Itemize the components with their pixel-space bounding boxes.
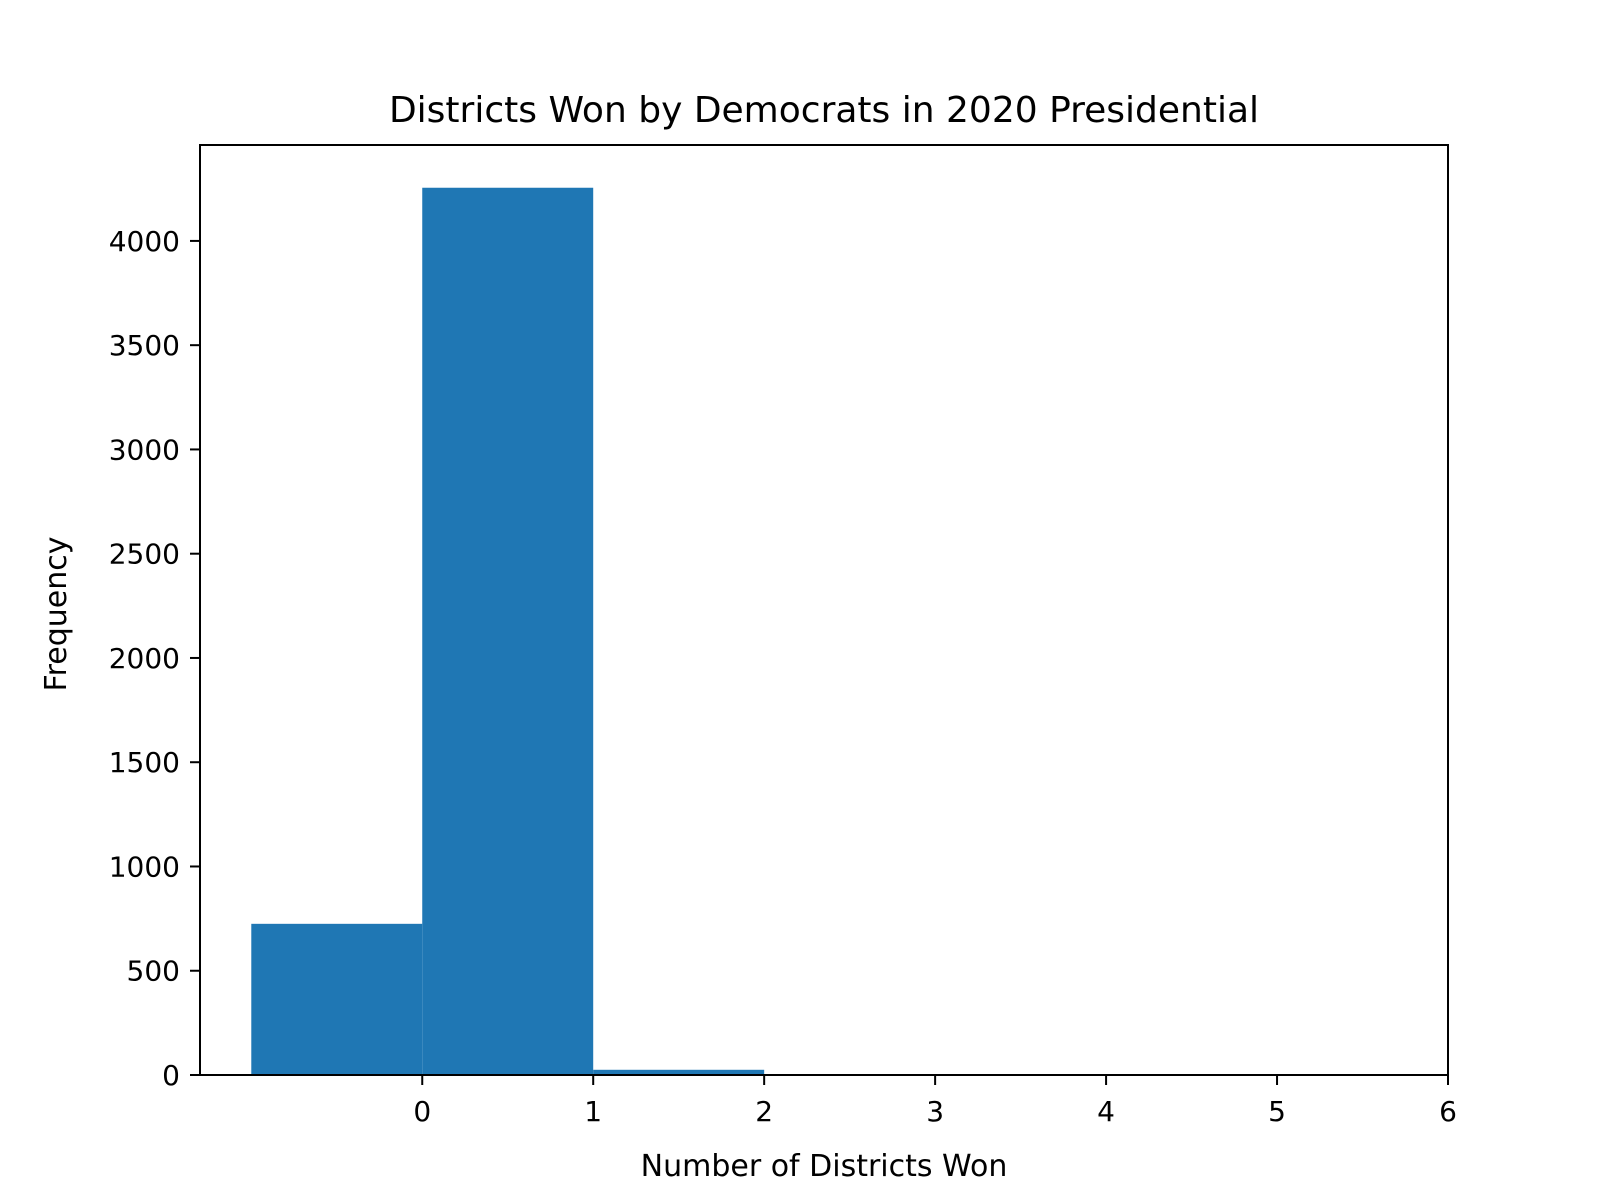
x-tick-label: 5 (1268, 1095, 1286, 1128)
y-tick-label: 0 (162, 1059, 180, 1092)
y-tick-label: 500 (127, 955, 180, 988)
x-tick-label: 3 (926, 1095, 944, 1128)
x-axis-label: Number of Districts Won (641, 1149, 1008, 1184)
x-tick-label: 1 (584, 1095, 602, 1128)
y-tick-label: 2000 (109, 642, 180, 675)
y-tick-label: 4000 (109, 225, 180, 258)
y-tick-label: 3500 (109, 329, 180, 362)
y-axis-label: Frequency (39, 537, 74, 692)
x-tick-label: 4 (1097, 1095, 1115, 1128)
chart-title: Districts Won by Democrats in 2020 Presi… (389, 90, 1259, 131)
x-tick-label: 0 (413, 1095, 431, 1128)
y-tick-label: 3000 (109, 433, 180, 466)
histogram-bar-1 (422, 187, 594, 1075)
x-tick-label: 6 (1439, 1095, 1457, 1128)
plot-area (200, 145, 1448, 1075)
bars-layer (251, 187, 765, 1075)
plot-frame (199, 144, 1449, 1076)
y-tick-label: 1500 (109, 746, 180, 779)
ticks-layer: 0 1 2 3 4 5 6 0 500 1000 1500 2000 2500 3000 3500 4000 (109, 225, 1457, 1128)
y-tick-label: 1000 (109, 850, 180, 883)
histogram-bar-2 (593, 1069, 765, 1075)
histogram-bar-0 (251, 923, 423, 1075)
x-tick-label: 2 (755, 1095, 773, 1128)
y-tick-label: 2500 (109, 538, 180, 571)
